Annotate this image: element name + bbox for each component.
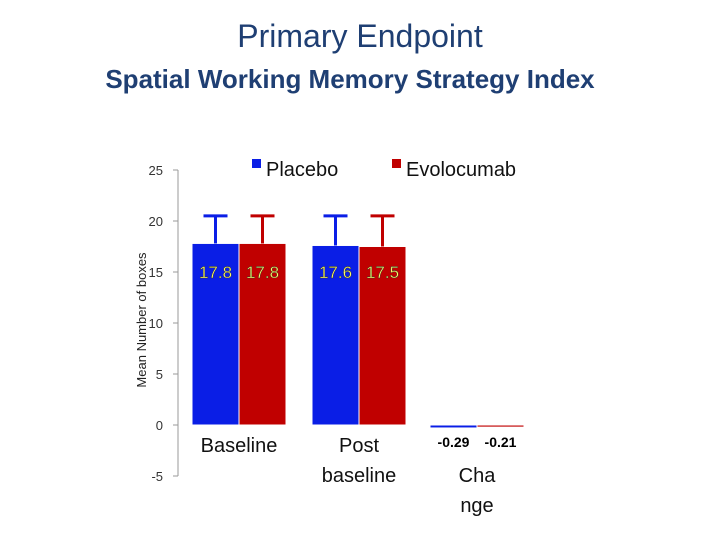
y-tick-label: 10 (149, 316, 163, 331)
data-label: 17.8 (246, 263, 279, 282)
y-tick-label: 0 (156, 418, 163, 433)
category-label: Baseline (201, 435, 278, 457)
legend-label: Evolocumab (406, 159, 516, 181)
legend-swatch (252, 159, 261, 168)
chart-subtitle: Spatial Working Memory Strategy Index (105, 64, 595, 94)
y-tick-label: 5 (156, 367, 163, 382)
legend-swatch (392, 159, 401, 168)
category-label: Cha (459, 465, 497, 487)
category-label: Post (339, 435, 379, 457)
data-label: -0.29 (438, 434, 470, 450)
data-label: 17.6 (319, 263, 352, 282)
y-axis-title: Mean Number of boxes (134, 252, 149, 388)
y-tick-label: 15 (149, 265, 163, 280)
category-label: nge (460, 495, 493, 517)
bar-placebo (311, 244, 360, 426)
data-label: -0.21 (485, 434, 517, 450)
y-tick-label: -5 (151, 469, 163, 484)
bar-placebo (429, 424, 478, 429)
data-label: 17.8 (199, 263, 232, 282)
legend-label: Placebo (266, 159, 338, 181)
y-tick-label: 20 (149, 214, 163, 229)
bar-evolocumab (358, 246, 407, 426)
bar-evolocumab (476, 424, 525, 428)
category-label: baseline (322, 465, 397, 487)
data-label: 17.5 (366, 263, 399, 282)
chart-title: Primary Endpoint (237, 18, 483, 54)
y-tick-label: 25 (149, 163, 163, 178)
